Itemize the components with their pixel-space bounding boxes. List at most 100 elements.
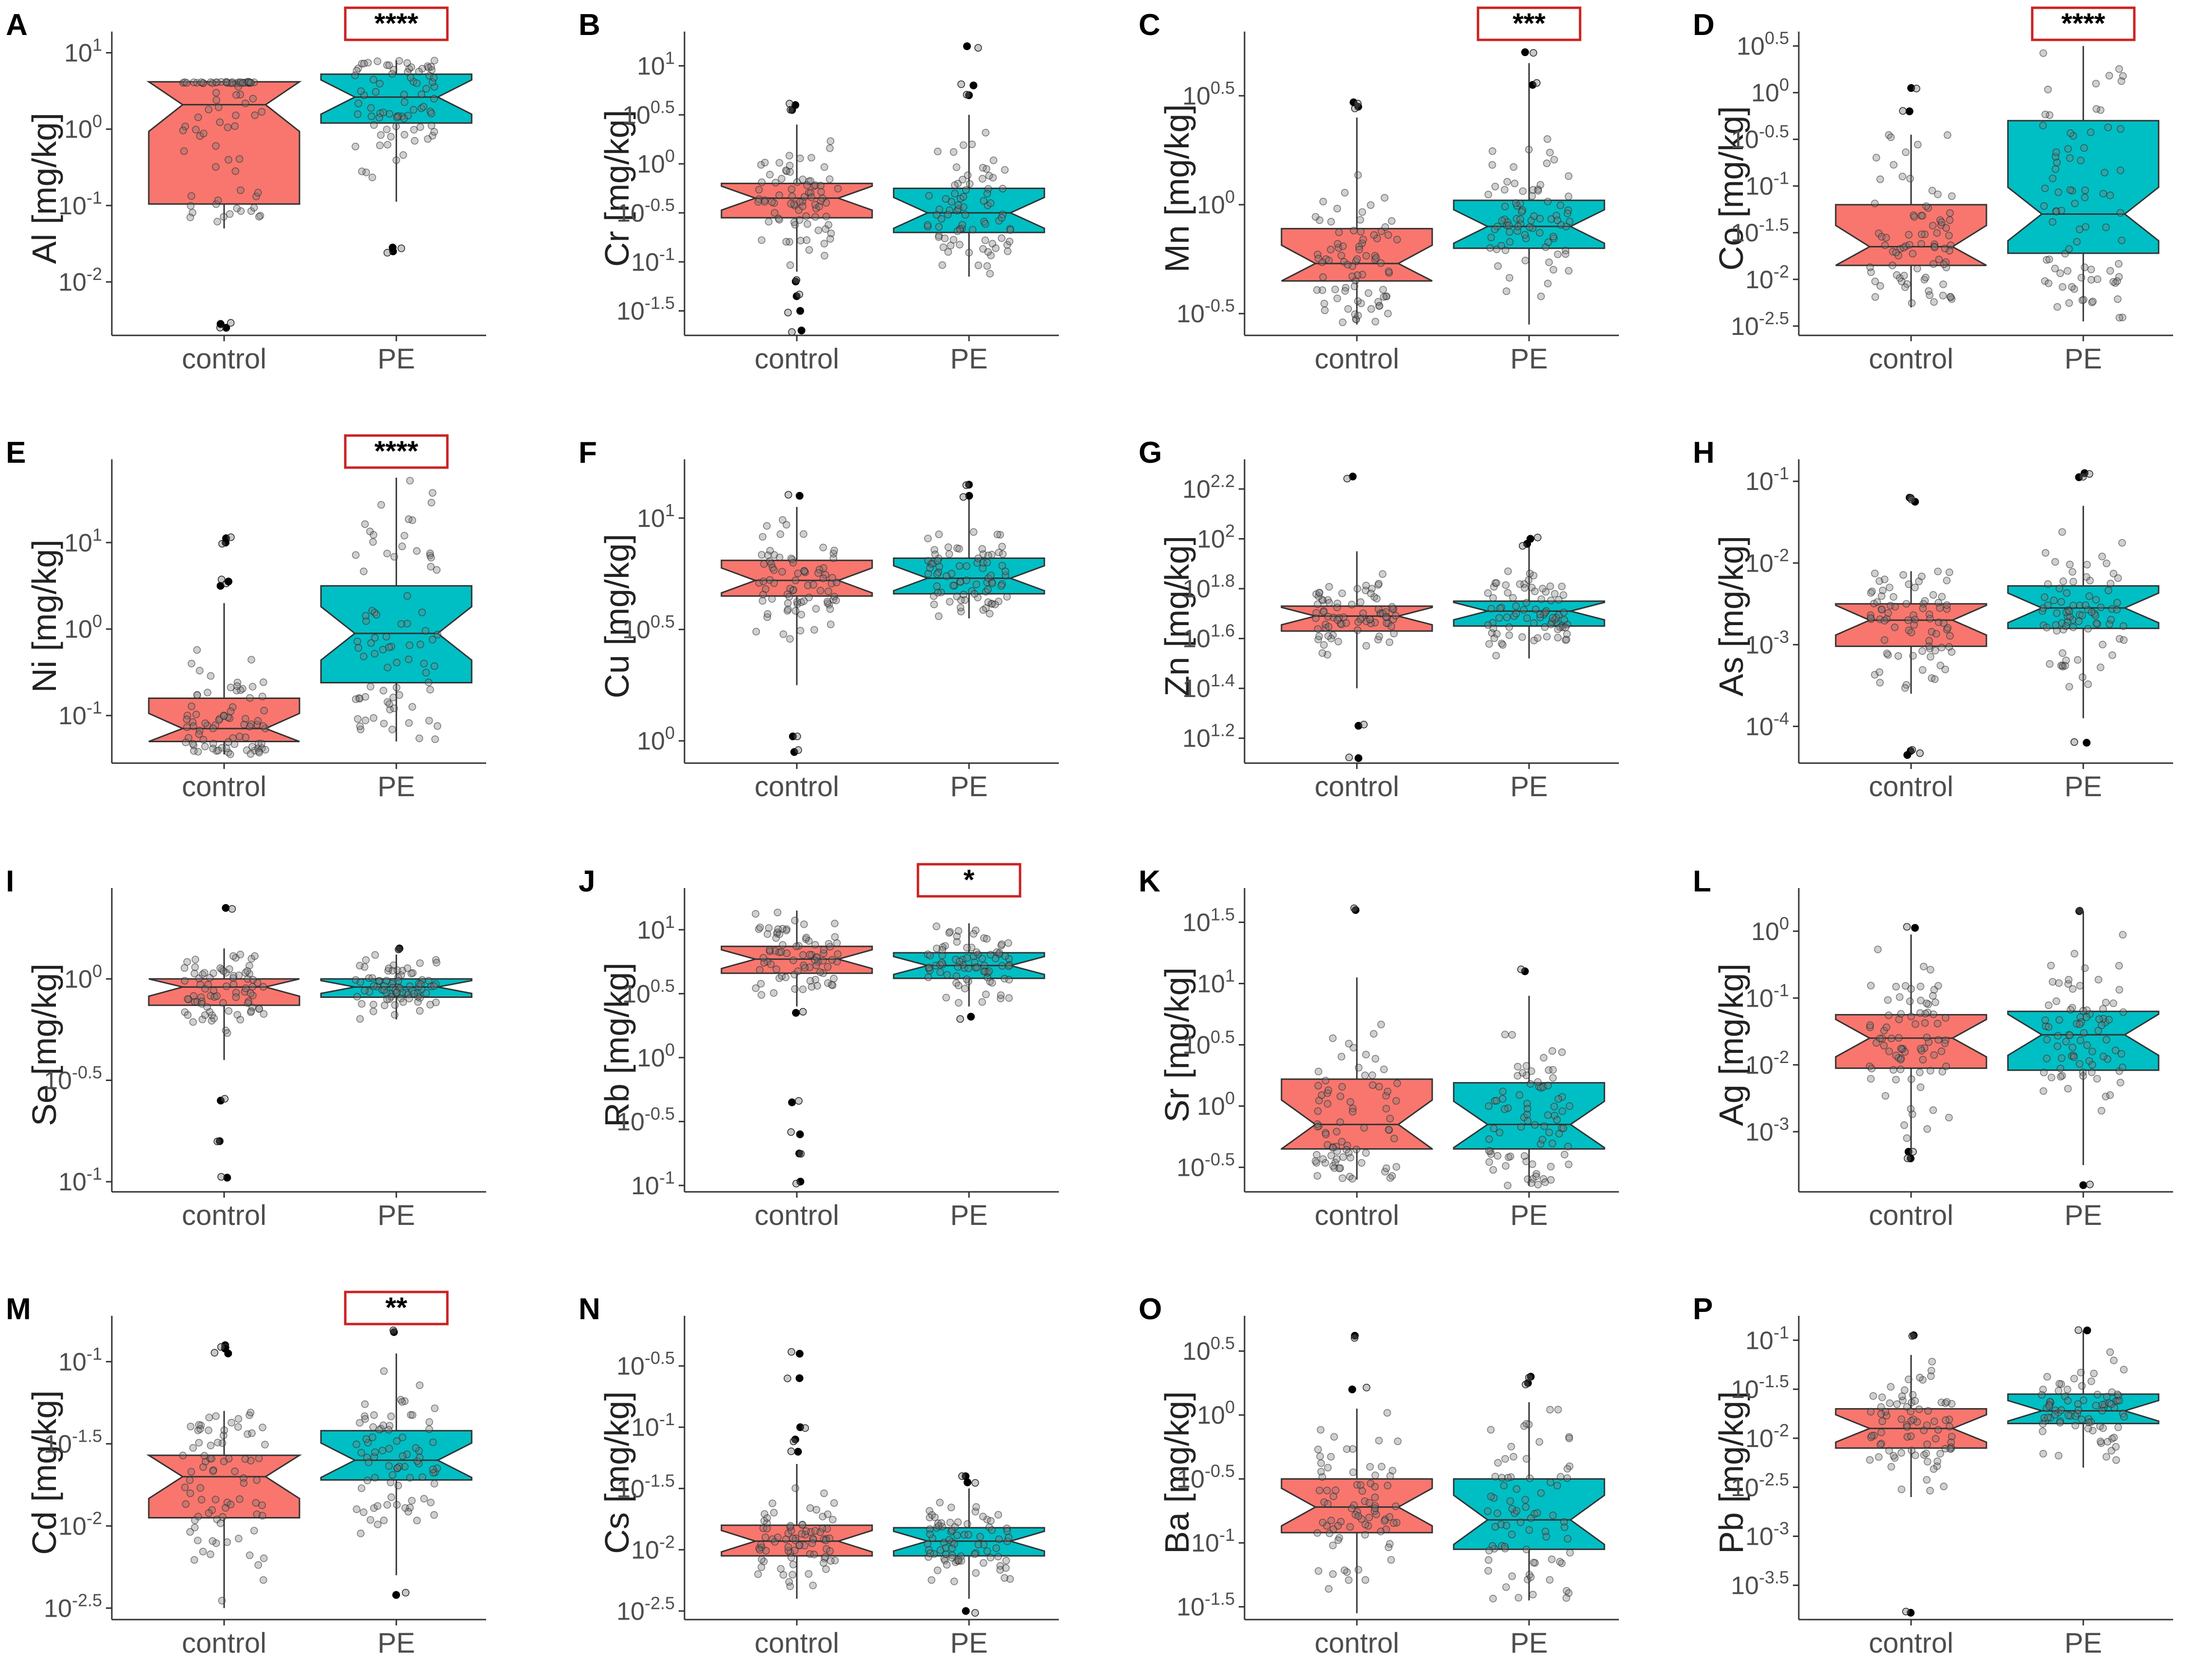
sample-point (2085, 592, 2093, 600)
sample-point (1509, 594, 1517, 602)
sample-point (985, 610, 994, 618)
sample-point (1930, 260, 1937, 268)
sample-point (403, 620, 411, 628)
sample-point (2096, 1437, 2105, 1446)
sample-point (249, 95, 257, 103)
y-tick-exponent: -3.5 (1759, 1567, 1789, 1587)
sample-point (214, 746, 222, 754)
sample-point (1560, 1124, 1567, 1132)
sample-point (2108, 1388, 2116, 1396)
sample-point (1923, 1125, 1931, 1133)
y-tick-label: 10-2 (1745, 262, 1789, 294)
sample-point (824, 979, 832, 987)
sample-point (934, 589, 942, 597)
sample-point (1878, 586, 1887, 594)
sample-point (2097, 1107, 2106, 1115)
sample-point (782, 973, 790, 981)
sample-point (770, 1509, 778, 1517)
sample-point (791, 1484, 799, 1492)
sample-point (1392, 1097, 1400, 1105)
sample-point (1922, 202, 1931, 210)
y-tick-exponent: 0 (1225, 187, 1235, 207)
outlier-point (967, 1012, 975, 1021)
sample-point (1375, 632, 1383, 641)
sample-point (1487, 1492, 1495, 1501)
sample-point (1910, 611, 1917, 619)
sample-point (980, 197, 988, 205)
sample-point (2102, 1093, 2110, 1100)
sample-point (1486, 244, 1494, 252)
sample-point (996, 531, 1004, 539)
sample-point (420, 1495, 428, 1503)
sample-point (370, 1504, 378, 1512)
sample-point (1550, 1102, 1558, 1111)
box-PE (320, 585, 473, 684)
y-tick-base: 10 (64, 116, 92, 144)
y-tick-label: 10-3 (1745, 627, 1789, 659)
sample-point (2065, 299, 2073, 307)
sample-point (1312, 213, 1319, 221)
sample-point (2055, 979, 2063, 987)
sample-point (201, 719, 209, 727)
sample-point (2050, 596, 2058, 605)
outlier-point (224, 577, 232, 586)
outlier-point (2076, 907, 2084, 915)
sample-point (935, 233, 943, 241)
y-axis-title: Cr [mg/kg] (598, 110, 636, 267)
panel-letter: O (1139, 1292, 1162, 1326)
x-tick-label: PE (378, 771, 415, 803)
sample-point (212, 1539, 220, 1547)
y-tick-base: 10 (1745, 549, 1773, 577)
y-tick-exponent: -2 (1773, 1420, 1789, 1440)
sample-point (1877, 1441, 1884, 1449)
sample-point (759, 577, 768, 585)
sample-point (1878, 1393, 1886, 1401)
sample-point (1333, 1128, 1341, 1135)
sample-point (777, 1565, 785, 1573)
sample-point (1564, 172, 1573, 180)
sample-point (1324, 632, 1332, 640)
sample-point (223, 1029, 231, 1037)
sample-point (1908, 1110, 1916, 1118)
sample-point (395, 57, 403, 65)
sample-point (754, 198, 762, 206)
sample-point (1540, 1054, 1548, 1062)
sample-point (1319, 1155, 1327, 1163)
x-tick-label: PE (1510, 1627, 1548, 1659)
sample-point (1358, 1487, 1366, 1495)
sample-point (1327, 218, 1335, 226)
sample-point (1521, 1496, 1529, 1504)
sample-point (2087, 128, 2095, 137)
outlier-point (1908, 1332, 1916, 1340)
y-axis-title: Cu [mg/kg] (598, 534, 636, 698)
panel-letter: F (579, 436, 597, 470)
y-tick-base: 10 (1745, 984, 1773, 1012)
sample-point (197, 78, 205, 86)
sample-point (1912, 1020, 1919, 1028)
sample-point (1929, 591, 1937, 599)
sample-point (926, 1549, 934, 1557)
sample-point (220, 1426, 228, 1434)
sample-point (2053, 609, 2061, 617)
outlier-point (2083, 1326, 2091, 1335)
sample-point (1544, 238, 1552, 246)
sample-point (210, 1014, 218, 1022)
sample-point (1346, 1098, 1354, 1106)
sample-point (946, 598, 954, 606)
sample-point (1941, 1445, 1949, 1453)
sample-point (1932, 630, 1940, 638)
sample-point (1516, 199, 1525, 208)
sample-point (413, 1517, 421, 1524)
sample-point (788, 192, 796, 200)
outlier-point (792, 1009, 800, 1017)
y-tick-label: 10-2.5 (44, 1590, 102, 1623)
sample-point (1320, 1498, 1328, 1506)
sample-point (946, 206, 953, 214)
sample-point (2039, 1087, 2048, 1095)
y-tick-label: 101 (637, 500, 675, 533)
sample-point (994, 1553, 1002, 1561)
sample-point (1923, 1440, 1931, 1448)
sample-point (195, 1421, 203, 1429)
